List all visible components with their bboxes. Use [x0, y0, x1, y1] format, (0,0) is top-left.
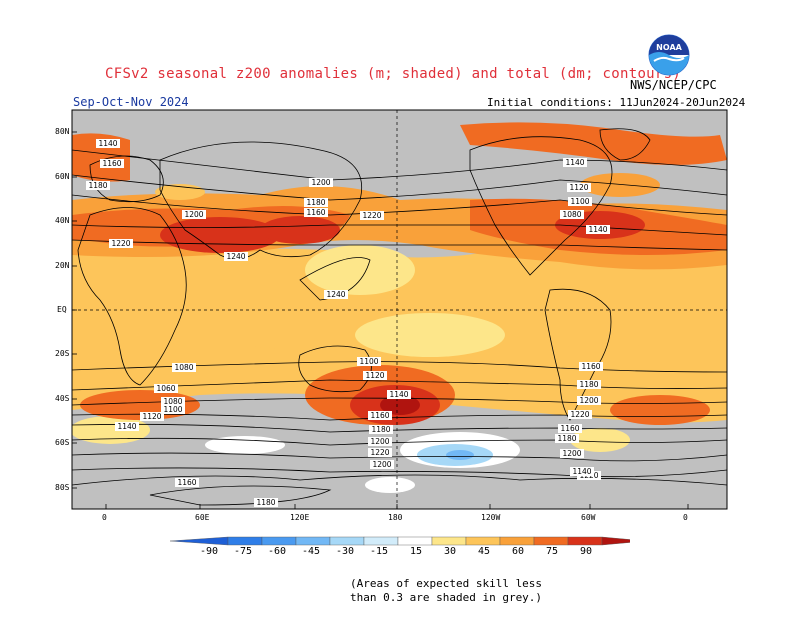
lon-label: 60W: [581, 513, 595, 522]
lat-label: 20N: [55, 261, 69, 270]
colorbar-label: 60: [512, 546, 524, 557]
contour-label: 1200: [562, 449, 581, 458]
skill-note-line-2: than 0.3 are shaded in grey.): [350, 591, 542, 604]
contour-label: 1120: [142, 412, 161, 421]
lat-label: EQ: [57, 305, 67, 314]
colorbar-label: -30: [336, 546, 354, 557]
contour-label: 1080: [562, 210, 581, 219]
contour-label: 1160: [177, 478, 196, 487]
contour-label: 1100: [359, 357, 378, 366]
contour-label: 1140: [565, 158, 584, 167]
skill-note-line-1: (Areas of expected skill less: [350, 577, 542, 590]
contour-label: 1140: [572, 467, 591, 476]
colorbar-segment: [398, 537, 432, 545]
contour-label: 1160: [581, 362, 600, 371]
contour-label: 1180: [256, 498, 275, 507]
lon-label: 120W: [481, 513, 500, 522]
contour-label: 1180: [557, 434, 576, 443]
colorbar-label: 45: [478, 546, 490, 557]
contour-label: 1120: [569, 183, 588, 192]
contour-label: 1080: [174, 363, 193, 372]
colorbar-label: 90: [580, 546, 592, 557]
contour-label: 1180: [88, 181, 107, 190]
colorbar-segment: [170, 537, 228, 545]
contour-label: 1140: [98, 139, 117, 148]
lat-label: 40N: [55, 216, 69, 225]
contour-label: 1200: [372, 460, 391, 469]
lat-label: 80N: [55, 127, 69, 136]
colorbar-label: -90: [200, 546, 218, 557]
lat-label: 40S: [55, 394, 69, 403]
colorbar-label: -75: [234, 546, 252, 557]
contour-label: 1140: [389, 390, 408, 399]
lat-label: 60N: [55, 172, 69, 181]
contour-label: 1240: [226, 252, 245, 261]
contour-label: 1060: [156, 384, 175, 393]
contour-label: 1200: [579, 396, 598, 405]
lon-label: 0: [683, 513, 688, 522]
contour-label: 1180: [371, 425, 390, 434]
colorbar-segment: [500, 537, 534, 545]
lon-label: 60E: [195, 513, 209, 522]
colorbar-segment: [330, 537, 364, 545]
lon-label: 180: [388, 513, 402, 522]
contour-label: 1200: [311, 178, 330, 187]
colorbar-label: -45: [302, 546, 320, 557]
contour-label: 1140: [588, 225, 607, 234]
contour-label: 1220: [362, 211, 381, 220]
contour-label: 1220: [570, 410, 589, 419]
colorbar-label: 30: [444, 546, 456, 557]
lon-label: 120E: [290, 513, 309, 522]
contour-label: 1220: [370, 448, 389, 457]
contour-label: 1160: [102, 159, 121, 168]
contour-label: 1140: [117, 422, 136, 431]
contour-label: 1180: [579, 380, 598, 389]
map-panel: 1140116011801200122012401240122012001180…: [0, 0, 800, 618]
contour-label: 1160: [306, 208, 325, 217]
contour-label: 1200: [370, 437, 389, 446]
colorbar-segment: [466, 537, 500, 545]
contour-label: 1220: [111, 239, 130, 248]
colorbar-segment: [228, 537, 262, 545]
colorbar-label: -15: [370, 546, 388, 557]
colorbar-segment: [262, 537, 296, 545]
contour-label: 1100: [570, 197, 589, 206]
colorbar-label: 15: [410, 546, 422, 557]
contour-label: 1180: [306, 198, 325, 207]
colorbar-segment: [432, 537, 466, 545]
contour-label: 1080: [163, 397, 182, 406]
colorbar-label: 75: [546, 546, 558, 557]
lat-label: 20S: [55, 349, 69, 358]
contour-label: 1160: [560, 424, 579, 433]
colorbar-segment: [602, 537, 630, 545]
colorbar-segment: [364, 537, 398, 545]
contour-label: 1200: [184, 210, 203, 219]
colorbar-segment: [534, 537, 568, 545]
lat-label: 60S: [55, 438, 69, 447]
lon-label: 0: [102, 513, 107, 522]
lat-label: 80S: [55, 483, 69, 492]
colorbar-segment: [568, 537, 602, 545]
contour-label: 1120: [365, 371, 384, 380]
contour-label: 1160: [370, 411, 389, 420]
anomaly-field: [70, 110, 727, 509]
colorbar-label: -60: [268, 546, 286, 557]
colorbar-segment: [296, 537, 330, 545]
contour-label: 1240: [326, 290, 345, 299]
contour-label: 1100: [163, 405, 182, 414]
